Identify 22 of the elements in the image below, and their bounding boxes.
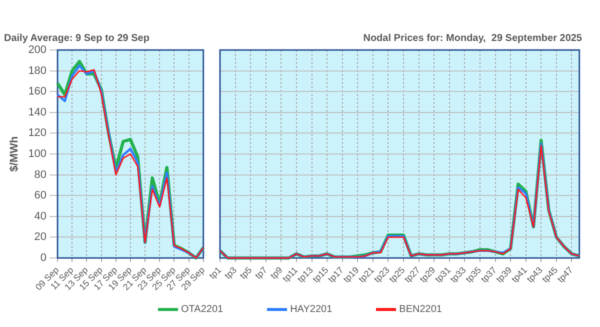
y-tick-label: 0	[40, 252, 47, 264]
legend-label: HAY2201	[289, 304, 332, 315]
y-tick-label: 80	[34, 168, 47, 181]
y-tick-label: 160	[28, 86, 47, 98]
y-axis-title: $/MWh	[8, 136, 21, 172]
y-tick-label: 60	[34, 190, 47, 202]
y-tick-label: 40	[34, 210, 47, 222]
chart-title: Nodal Prices for: Monday, 29 September 2025	[363, 32, 582, 44]
y-tick-label: 100	[28, 148, 47, 160]
x-tick-label: tp7	[253, 264, 270, 281]
y-tick-label: 140	[28, 106, 47, 118]
y-tick-label: 120	[28, 127, 47, 140]
legend-label: OTA2201	[180, 304, 224, 315]
x-tick-label: tp9	[268, 264, 284, 281]
x-tick-label: tp3	[222, 264, 238, 281]
y-tick-label: 20	[34, 231, 47, 244]
chart-title: Daily Average: 9 Sep to 29 Sep	[4, 32, 150, 44]
y-tick-label: 200	[28, 44, 47, 56]
legend-label: BEN2201	[398, 304, 442, 315]
y-tick-label: 180	[28, 64, 47, 77]
x-tick-label: tp1	[207, 264, 224, 281]
x-tick-label: tp5	[238, 264, 254, 281]
